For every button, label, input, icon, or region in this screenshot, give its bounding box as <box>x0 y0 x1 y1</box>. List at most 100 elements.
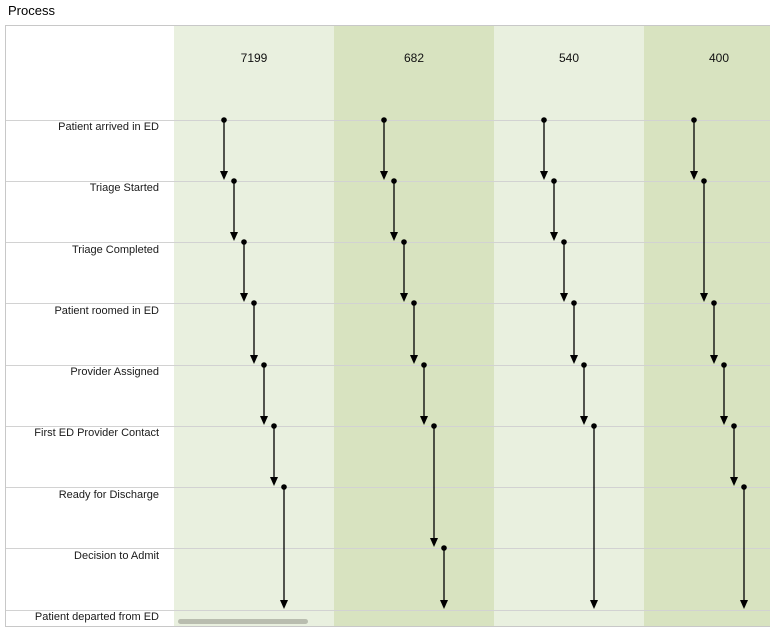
arrowhead-icon <box>240 293 248 302</box>
step-label-decision-to-admit: Decision to Admit <box>74 550 159 562</box>
arrowhead-icon <box>430 538 438 547</box>
arrowhead-icon <box>220 171 228 180</box>
transition-arrow <box>240 239 248 302</box>
arrowhead-icon <box>550 232 558 241</box>
transition-arrow <box>580 362 588 425</box>
step-dot-icon <box>721 362 727 368</box>
step-label-triage-completed: Triage Completed <box>71 244 159 256</box>
arrowhead-icon <box>270 477 278 486</box>
step-dot-icon <box>741 484 747 490</box>
transition-arrow <box>700 178 708 302</box>
path-count-4: 400 <box>708 51 730 65</box>
step-dot-icon <box>281 484 287 490</box>
step-dot-icon <box>431 423 437 429</box>
step-dot-icon <box>691 117 697 123</box>
row-divider <box>6 426 770 427</box>
transition-arrow <box>720 362 728 425</box>
step-dot-icon <box>221 117 227 123</box>
step-dot-icon <box>581 362 587 368</box>
arrowhead-icon <box>250 355 258 364</box>
path-column-3: 540 <box>494 26 644 626</box>
arrowhead-icon <box>260 416 268 425</box>
transition-arrow <box>400 239 408 302</box>
path-count-1: 7199 <box>240 51 268 65</box>
step-label-triage-started: Triage Started <box>89 182 159 194</box>
step-dot-icon <box>231 178 237 184</box>
process-flow-chart: 7199 682 540 400 Patient arrived in ED T… <box>5 25 770 627</box>
row-divider <box>6 548 770 549</box>
transition-arrow <box>260 362 268 425</box>
arrowhead-icon <box>590 600 598 609</box>
transition-arrow <box>560 239 568 302</box>
step-dot-icon <box>441 545 447 551</box>
step-dot-icon <box>241 239 247 245</box>
step-dot-icon <box>421 362 427 368</box>
arrowhead-icon <box>230 232 238 241</box>
arrowhead-icon <box>700 293 708 302</box>
step-dot-icon <box>251 300 257 306</box>
step-dot-icon <box>541 117 547 123</box>
row-divider <box>6 487 770 488</box>
transition-arrow <box>270 423 278 486</box>
step-dot-icon <box>731 423 737 429</box>
path-count-3: 540 <box>558 51 580 65</box>
step-dot-icon <box>551 178 557 184</box>
row-divider <box>6 610 770 611</box>
panel-title: Process <box>8 3 55 18</box>
arrowhead-icon <box>540 171 548 180</box>
arrowhead-icon <box>560 293 568 302</box>
transition-arrow <box>280 484 288 609</box>
transition-arrow <box>420 362 428 425</box>
flow-arrows <box>220 117 748 609</box>
row-divider <box>6 242 770 243</box>
transition-arrow <box>550 178 558 241</box>
transition-arrow <box>570 300 578 364</box>
transition-arrow <box>740 484 748 609</box>
transition-arrow <box>390 178 398 241</box>
path-count-2: 682 <box>403 51 425 65</box>
step-dot-icon <box>261 362 267 368</box>
transition-arrow <box>380 117 388 180</box>
step-label-patient-departed: Patient departed from ED <box>34 611 159 623</box>
step-label-ready-for-discharge: Ready for Discharge <box>58 489 159 501</box>
row-divider <box>6 303 770 304</box>
transition-arrow <box>540 117 548 180</box>
arrowhead-icon <box>410 355 418 364</box>
arrowhead-icon <box>390 232 398 241</box>
transition-arrow <box>230 178 238 241</box>
step-dot-icon <box>561 239 567 245</box>
arrowhead-icon <box>380 171 388 180</box>
step-dot-icon <box>411 300 417 306</box>
arrowhead-icon <box>280 600 288 609</box>
arrowhead-icon <box>730 477 738 486</box>
row-divider <box>6 365 770 366</box>
horizontal-scrollbar-thumb[interactable] <box>178 619 308 624</box>
step-label-provider-assigned: Provider Assigned <box>70 366 159 378</box>
path-column-4: 400 <box>644 26 770 626</box>
transition-arrow <box>710 300 718 364</box>
arrowhead-icon <box>740 600 748 609</box>
transition-arrow <box>430 423 438 547</box>
transition-arrow <box>410 300 418 364</box>
step-dot-icon <box>571 300 577 306</box>
transition-arrow <box>440 545 448 609</box>
row-divider <box>6 120 770 121</box>
arrowhead-icon <box>420 416 428 425</box>
arrowhead-icon <box>570 355 578 364</box>
transition-arrow <box>220 117 228 180</box>
arrowhead-icon <box>580 416 588 425</box>
step-label-first-provider-contact: First ED Provider Contact <box>34 427 159 439</box>
arrowhead-icon <box>400 293 408 302</box>
step-dot-icon <box>701 178 707 184</box>
arrowhead-icon <box>710 355 718 364</box>
row-divider <box>6 181 770 182</box>
arrowhead-icon <box>690 171 698 180</box>
step-dot-icon <box>711 300 717 306</box>
transition-arrow <box>730 423 738 486</box>
step-label-patient-roomed: Patient roomed in ED <box>54 305 159 317</box>
transition-arrow <box>250 300 258 364</box>
step-label-patient-arrived: Patient arrived in ED <box>58 121 159 133</box>
step-dot-icon <box>271 423 277 429</box>
arrowhead-icon <box>440 600 448 609</box>
step-dot-icon <box>391 178 397 184</box>
